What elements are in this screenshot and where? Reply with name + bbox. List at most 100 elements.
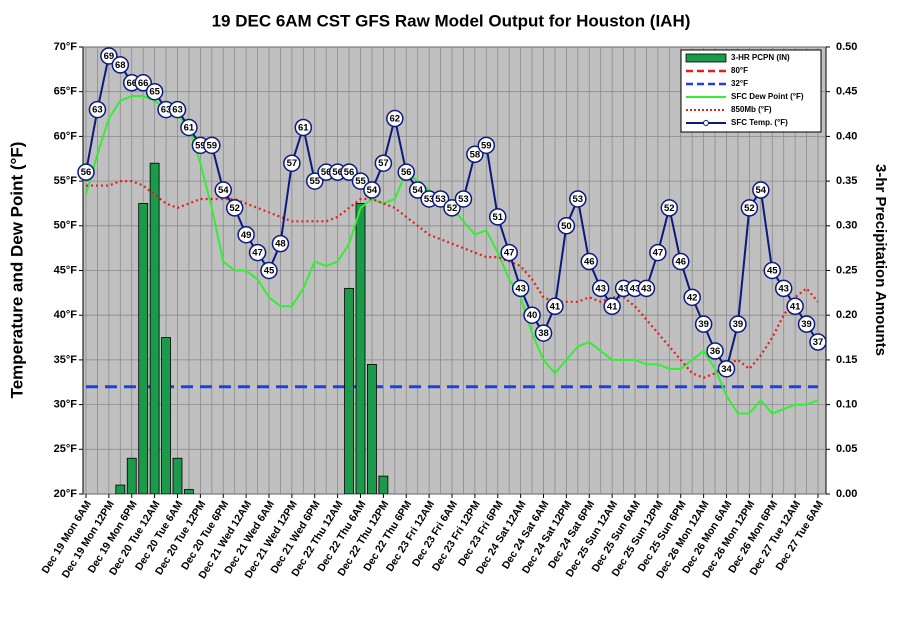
legend: 3-HR PCPN (IN) 80°F 32°F SFC Dew Point (°F)… (680, 49, 822, 133)
temp-label: 43 (515, 283, 526, 294)
temp-marker (214, 181, 232, 199)
temp-label: 62 (390, 114, 401, 125)
legend-label: 3-HR PCPN (IN) (731, 53, 790, 62)
temp-marker (248, 243, 267, 262)
legend-swatch (685, 53, 727, 63)
y-tick-label: 50°F (54, 220, 78, 232)
y-tick-label: 30°F (54, 399, 78, 411)
y2-tick-label: 0.05 (836, 443, 857, 455)
temp-label: 53 (458, 194, 469, 205)
y-tick-label: 45°F (54, 264, 78, 276)
temp-marker (443, 199, 461, 217)
temp-marker (660, 199, 679, 217)
temp-label: 55 (309, 176, 320, 187)
temp-label: 55 (355, 176, 366, 187)
temp-label: 56 (321, 167, 332, 178)
temp-label: 56 (344, 167, 355, 178)
precip-bar (161, 337, 171, 494)
temp-marker (752, 181, 770, 199)
temp-label: 59 (195, 140, 206, 151)
y2-tick-label: 0.45 (836, 86, 857, 98)
temp-marker (717, 360, 736, 378)
temp-marker (809, 333, 827, 351)
temp-marker (294, 118, 313, 137)
temp-marker (649, 243, 667, 262)
temp-marker (603, 297, 621, 316)
temp-marker (237, 225, 255, 244)
temp-label: 39 (698, 319, 709, 330)
temp-marker (283, 154, 301, 172)
y2-tick-label: 0.35 (836, 175, 857, 187)
temp-marker (477, 136, 496, 155)
temp-label: 43 (595, 283, 606, 294)
temp-label: 47 (504, 248, 515, 259)
temp-marker (203, 136, 221, 155)
temp-label: 48 (275, 239, 286, 250)
y-axis-title: Temperature and Dew Point (°F) (7, 142, 26, 399)
temp-marker (774, 279, 793, 298)
temp-marker (408, 181, 427, 199)
temp-marker (489, 208, 507, 226)
temp-marker (386, 109, 404, 128)
precip-bar (355, 203, 366, 494)
temp-marker (134, 74, 152, 92)
temp-marker (797, 315, 816, 333)
legend-box (680, 49, 822, 133)
precip-bar (172, 457, 183, 494)
temp-label: 53 (424, 194, 435, 205)
temp-marker (729, 315, 747, 333)
temp-marker (351, 172, 370, 190)
temp-marker (454, 190, 473, 208)
temp-marker (546, 297, 564, 316)
temp-marker (77, 163, 95, 181)
series-line (86, 180, 819, 379)
legend-label: 850Mb (°F) (731, 105, 772, 114)
temp-label: 52 (229, 203, 240, 214)
y2-tick-label: 0.15 (836, 354, 857, 366)
temp-marker (168, 100, 187, 119)
temp-marker (374, 154, 393, 172)
temp-label: 41 (550, 301, 561, 312)
temp-label: 54 (412, 185, 423, 196)
temp-marker (225, 199, 244, 217)
temp-label: 54 (367, 185, 378, 196)
temp-label: 47 (252, 248, 263, 259)
temp-label: 63 (92, 105, 103, 116)
temp-marker (683, 288, 701, 307)
temp-marker (706, 342, 724, 360)
temp-label: 63 (161, 105, 172, 116)
legend-label: SFC Temp. (°F) (731, 118, 788, 127)
temp-label: 50 (561, 221, 572, 232)
y2-tick-label: 0.10 (836, 399, 857, 411)
temp-label: 59 (207, 140, 218, 151)
y2-tick-label: 0.25 (836, 264, 857, 276)
temp-label: 56 (401, 167, 412, 178)
temp-label: 42 (687, 292, 698, 303)
precip-bar (138, 203, 149, 494)
temp-marker (580, 252, 598, 271)
temp-marker (145, 82, 164, 101)
temp-label: 53 (435, 194, 446, 205)
temp-marker (786, 297, 804, 316)
temp-label: 39 (801, 319, 812, 330)
y-tick-label: 40°F (54, 309, 78, 321)
temp-label: 61 (184, 122, 195, 133)
temp-marker (88, 100, 107, 119)
temp-marker (694, 315, 713, 333)
temp-label: 40 (527, 310, 538, 321)
temp-marker (763, 261, 781, 280)
temp-marker (363, 181, 381, 199)
temp-label: 68 (115, 60, 126, 71)
legend-label: SFC Dew Point (°F) (731, 92, 804, 101)
precip-bar (378, 475, 389, 494)
temp-label: 59 (481, 140, 492, 151)
temp-label: 56 (332, 167, 343, 178)
temp-label: 45 (767, 266, 778, 277)
chart-title: 19 DEC 6AM CST GFS Raw Model Output for … (212, 11, 691, 30)
legend-label: 32°F (731, 79, 748, 88)
temp-label: 37 (813, 337, 824, 348)
temp-label: 52 (744, 203, 755, 214)
temp-label: 45 (264, 266, 275, 277)
temp-marker (740, 199, 759, 217)
